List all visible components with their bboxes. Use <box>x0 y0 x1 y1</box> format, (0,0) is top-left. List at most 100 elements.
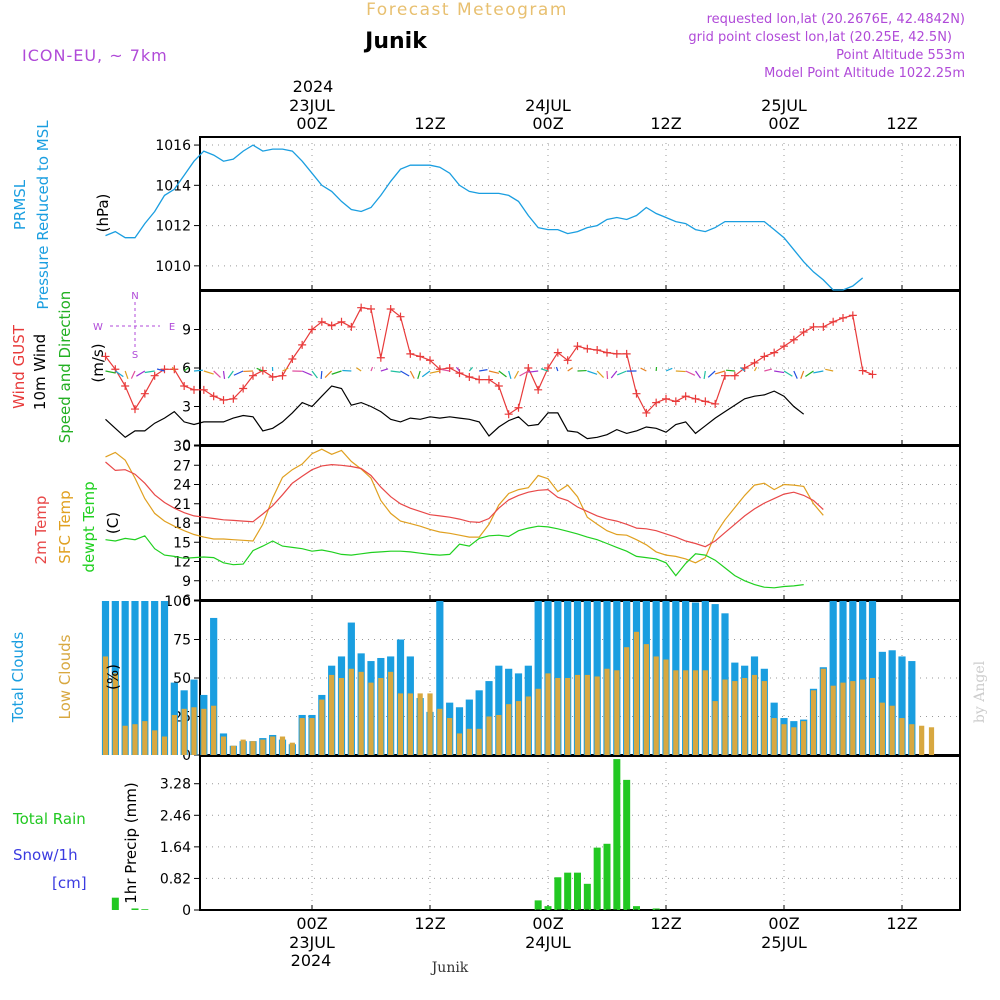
gust-marker <box>780 342 788 351</box>
gust-marker <box>278 371 287 380</box>
wind-direction-arrow <box>596 370 605 379</box>
gust-marker <box>829 317 838 326</box>
low-clouds-bar <box>633 631 640 755</box>
wind-direction-arrow <box>714 370 726 375</box>
gust-marker <box>711 399 720 408</box>
gust-marker <box>288 355 297 364</box>
gust-marker <box>190 385 198 394</box>
total-clouds-bar <box>151 601 159 755</box>
low-clouds-bar <box>624 647 630 755</box>
temperature-axis-title: 2m Temp SFC Temp dewpt Temp (C) <box>32 481 122 572</box>
bottom-date-label: 25JUL <box>761 933 807 952</box>
low-clouds-bar <box>240 739 246 755</box>
low-clouds-bar <box>122 725 128 755</box>
gust-marker <box>150 371 159 380</box>
gust-marker <box>268 372 277 381</box>
low-clouds-bar <box>761 681 767 755</box>
gust-marker <box>760 352 769 361</box>
rain-bar <box>652 908 660 910</box>
low-clouds-bar <box>466 728 472 755</box>
y-tick-label: 3.28 <box>160 777 191 793</box>
y-tick-label: 9 <box>182 323 191 339</box>
rain-bar <box>131 908 139 910</box>
rain-bar <box>633 906 640 910</box>
low-clouds-bar <box>683 670 689 755</box>
temp-sfc-label: SFC Temp <box>56 490 74 563</box>
bottom-date-label: 24JUL <box>525 933 571 952</box>
gust-marker <box>642 408 651 417</box>
low-clouds-bar <box>260 739 266 755</box>
low-clouds-bar <box>181 708 187 755</box>
bottom-time-label: 12Z <box>886 914 917 933</box>
wind-line <box>105 385 805 440</box>
wind-direction-arrow <box>409 370 415 379</box>
total-clouds-bar <box>839 601 847 755</box>
low-clouds-bar <box>830 685 836 755</box>
gust-marker <box>524 364 533 372</box>
low-clouds-bar <box>250 741 256 755</box>
rain-bar <box>544 906 552 910</box>
compass-south: S <box>132 350 138 361</box>
wind-direction-arrow <box>587 370 598 375</box>
low-clouds-bar <box>919 725 925 755</box>
gust-marker <box>426 356 434 365</box>
low-clouds-bar <box>456 733 463 755</box>
wind-direction-arrow <box>421 370 431 378</box>
gust-marker <box>789 335 798 344</box>
gust-marker <box>180 381 189 390</box>
low-clouds-bar <box>791 727 797 755</box>
low-clouds-bar <box>840 682 846 755</box>
rain-bar <box>613 759 621 910</box>
wind-direction-arrow <box>703 370 706 380</box>
low-clouds-bar <box>358 671 364 755</box>
low-clouds-bar <box>692 670 699 755</box>
low-clouds-bar <box>417 693 423 755</box>
gust-marker <box>603 348 611 357</box>
gust-marker <box>858 366 867 375</box>
total-rain-label: Total Rain <box>12 810 86 828</box>
wind-direction-label: Speed and Direction <box>56 291 74 444</box>
low-clouds-bar <box>397 693 404 755</box>
compass-rose: N E S W <box>93 291 175 361</box>
gust-marker <box>308 325 316 334</box>
gust-marker <box>534 385 543 394</box>
wind-direction-arrow <box>455 366 460 372</box>
low-clouds-bar <box>565 678 571 755</box>
bottom-time-label: 00Z <box>532 914 563 933</box>
pressure-line <box>105 144 864 291</box>
panel-pressure: 1010 1012 1014 1016 <box>155 136 961 291</box>
y-tick-label: 9 <box>182 574 191 590</box>
wind-direction-arrow <box>555 366 559 372</box>
pressure-series <box>105 144 864 291</box>
wind-direction-arrow <box>528 370 539 373</box>
wind-direction-arrow <box>825 368 834 372</box>
low-clouds-bar <box>496 714 502 755</box>
total-clouds-bar <box>455 707 464 755</box>
pressure-axis-title: PRMSL Pressure Reduced to MSL (hPa) <box>11 120 112 310</box>
low-clouds-bar <box>112 673 118 755</box>
point-altitude: Point Altitude 553m <box>836 48 965 63</box>
wind-direction-arrow <box>488 370 500 374</box>
y-tick-label: 0.82 <box>160 871 191 887</box>
gust-marker <box>662 394 670 403</box>
total-clouds-bar <box>908 661 916 755</box>
wind-direction-arrow <box>740 367 746 372</box>
rain-bar <box>534 900 542 910</box>
low-clouds-bar <box>279 736 286 755</box>
low-clouds-bar <box>742 678 748 755</box>
compass-north: N <box>131 291 138 302</box>
watermark: by Angel <box>972 660 988 723</box>
gust-marker <box>583 344 592 353</box>
total-clouds-bar <box>495 665 503 755</box>
total-clouds-bar <box>711 604 719 755</box>
bottom-date-label: 23JUL <box>289 933 335 952</box>
low-clouds-bar <box>486 716 492 755</box>
gust-marker <box>770 348 779 357</box>
y-tick-label: 1014 <box>155 178 191 194</box>
gust-marker <box>199 385 208 394</box>
wind-direction-arrow <box>610 370 618 379</box>
low-clouds-bar <box>732 681 738 755</box>
